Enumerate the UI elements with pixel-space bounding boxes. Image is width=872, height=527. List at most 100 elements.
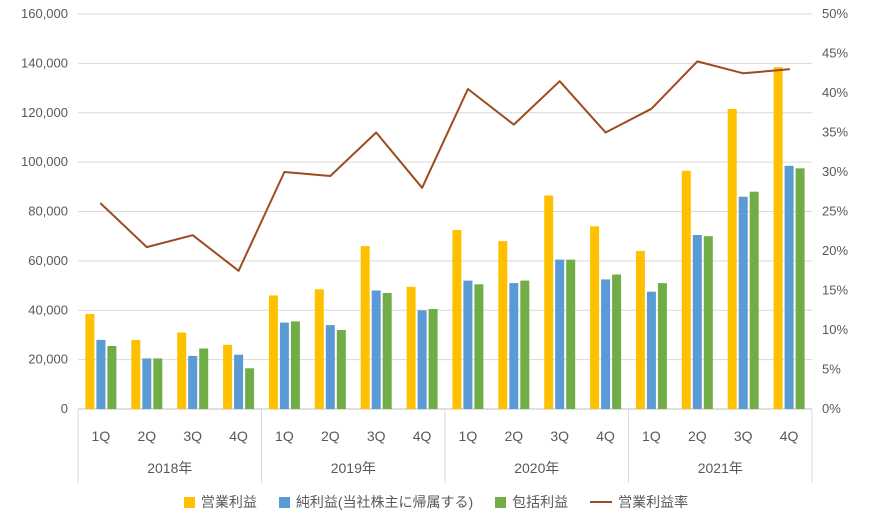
- right-axis-tick-label: 45%: [822, 46, 848, 61]
- bar-operating-profit: [773, 67, 783, 409]
- legend-label: 純利益(当社株主に帰属する): [295, 494, 474, 510]
- quarter-label: 1Q: [92, 428, 111, 444]
- left-axis-tick-label: 120,000: [21, 105, 68, 120]
- legend-swatch-operating-margin: [590, 501, 613, 503]
- bar-operating-profit: [635, 251, 645, 409]
- bar-net-profit: [784, 165, 794, 409]
- bar-net-profit: [601, 279, 611, 409]
- legend-swatch-comprehensive-income: [495, 496, 507, 508]
- bar-operating-profit: [452, 230, 462, 409]
- right-axis-tick-label: 10%: [822, 322, 848, 337]
- left-axis-tick-label: 160,000: [21, 6, 68, 21]
- bar-net-profit: [646, 291, 656, 409]
- bar-comprehensive-income: [474, 284, 484, 409]
- bar-operating-profit: [85, 314, 95, 409]
- legend-item-comprehensive-income: 包括利益: [495, 492, 568, 512]
- bar-comprehensive-income: [336, 330, 346, 409]
- quarter-label: 2Q: [321, 428, 340, 444]
- legend-label: 営業利益: [200, 494, 257, 510]
- bar-net-profit: [509, 283, 519, 409]
- bar-net-profit: [371, 290, 381, 409]
- bar-comprehensive-income: [749, 191, 759, 409]
- chart-legend: 営業利益 純利益(当社株主に帰属する) 包括利益 営業利益率: [0, 492, 872, 512]
- bar-comprehensive-income: [703, 236, 713, 409]
- left-axis-tick-label: 140,000: [21, 55, 68, 70]
- quarter-label: 3Q: [550, 428, 569, 444]
- bar-net-profit: [463, 280, 473, 409]
- quarter-label: 1Q: [275, 428, 294, 444]
- bar-operating-profit: [223, 344, 233, 409]
- bar-operating-profit: [268, 295, 278, 409]
- left-axis-tick-label: 0: [61, 401, 68, 416]
- bar-comprehensive-income: [520, 280, 530, 409]
- bar-operating-profit: [360, 246, 370, 409]
- right-axis-tick-label: 25%: [822, 204, 848, 219]
- bar-comprehensive-income: [566, 259, 576, 409]
- right-axis-tick-label: 50%: [822, 6, 848, 21]
- quarter-label: 4Q: [229, 428, 248, 444]
- bar-operating-profit: [681, 170, 691, 409]
- legend-item-net-profit: 純利益(当社株主に帰属する): [278, 492, 474, 512]
- bar-net-profit: [325, 325, 335, 409]
- line-operating-margin: [99, 60, 791, 272]
- bar-comprehensive-income: [657, 283, 667, 409]
- left-axis-tick-label: 100,000: [21, 154, 68, 169]
- year-label: 2021年: [698, 460, 743, 476]
- legend-item-operating-margin: 営業利益率: [590, 492, 688, 512]
- bar-operating-profit: [314, 289, 324, 409]
- bar-net-profit: [692, 235, 702, 409]
- bar-comprehensive-income: [428, 309, 438, 409]
- bar-net-profit: [555, 259, 565, 409]
- left-axis-tick-label: 80,000: [28, 204, 68, 219]
- quarter-label: 4Q: [413, 428, 432, 444]
- legend-item-operating-profit: 営業利益: [183, 492, 257, 512]
- quarter-label: 4Q: [596, 428, 615, 444]
- bar-comprehensive-income: [245, 368, 255, 409]
- legend-swatch-net-profit: [278, 496, 290, 508]
- quarter-label: 1Q: [459, 428, 478, 444]
- quarter-label: 1Q: [642, 428, 661, 444]
- right-axis-tick-label: 15%: [822, 283, 848, 298]
- bar-operating-profit: [498, 241, 508, 409]
- bar-net-profit: [417, 310, 427, 410]
- bar-net-profit: [188, 355, 198, 409]
- legend-label: 営業利益率: [618, 494, 689, 510]
- bar-net-profit: [142, 358, 152, 409]
- bar-comprehensive-income: [290, 321, 300, 409]
- bar-net-profit: [96, 339, 106, 409]
- right-axis-tick-label: 40%: [822, 85, 848, 100]
- bar-comprehensive-income: [382, 293, 392, 409]
- left-axis-tick-label: 60,000: [28, 253, 68, 268]
- legend-label: 包括利益: [512, 494, 569, 510]
- right-axis-tick-label: 20%: [822, 243, 848, 258]
- bar-operating-profit: [131, 339, 141, 409]
- quarter-label: 4Q: [780, 428, 799, 444]
- bar-operating-profit: [590, 226, 600, 409]
- bar-comprehensive-income: [153, 358, 163, 409]
- bar-comprehensive-income: [795, 168, 805, 409]
- quarter-label: 3Q: [183, 428, 202, 444]
- right-axis-tick-label: 5%: [822, 362, 841, 377]
- bar-net-profit: [738, 196, 748, 409]
- bar-operating-profit: [177, 332, 187, 409]
- bar-comprehensive-income: [612, 274, 622, 409]
- bar-operating-profit: [727, 109, 737, 409]
- quarter-label: 3Q: [734, 428, 753, 444]
- year-label: 2019年: [331, 460, 376, 476]
- year-label: 2018年: [147, 460, 192, 476]
- right-axis-tick-label: 30%: [822, 164, 848, 179]
- quarter-label: 2Q: [137, 428, 156, 444]
- bar-comprehensive-income: [199, 348, 209, 409]
- bar-net-profit: [279, 322, 289, 409]
- left-axis-tick-label: 40,000: [28, 302, 68, 317]
- quarter-label: 3Q: [367, 428, 386, 444]
- year-label: 2020年: [514, 460, 559, 476]
- quarter-label: 2Q: [504, 428, 523, 444]
- right-axis-tick-label: 0%: [822, 401, 841, 416]
- bar-comprehensive-income: [107, 346, 117, 409]
- quarter-label: 2Q: [688, 428, 707, 444]
- bar-operating-profit: [406, 286, 416, 409]
- right-axis-tick-label: 35%: [822, 125, 848, 140]
